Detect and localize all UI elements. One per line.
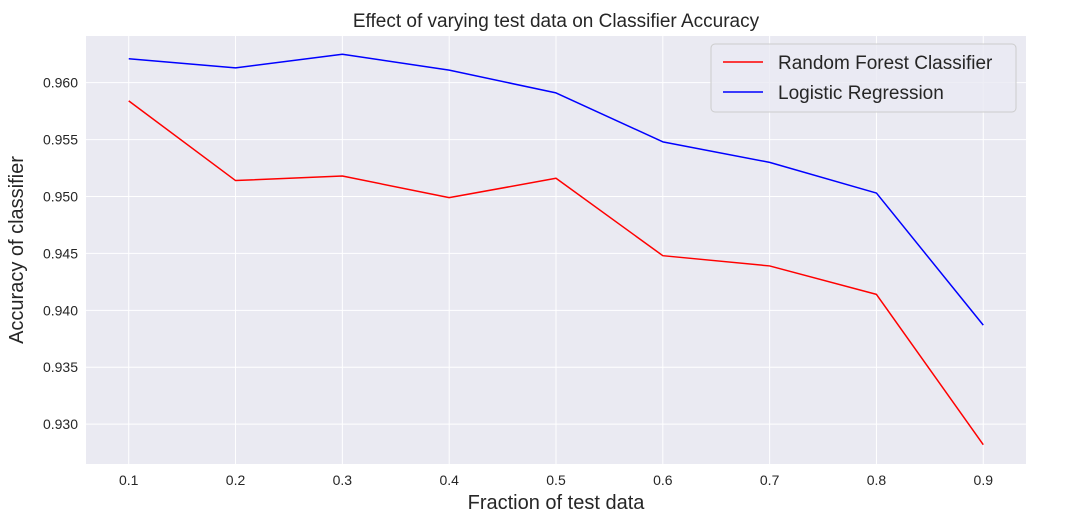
y-tick-label: 0.930 — [43, 416, 78, 432]
y-tick-label: 0.935 — [43, 359, 78, 375]
y-axis-label: Accuracy of classifier — [6, 156, 28, 344]
chart-title: Effect of varying test data on Classifie… — [353, 11, 760, 32]
legend-box — [710, 43, 1017, 113]
y-tick-label: 0.950 — [43, 189, 78, 205]
x-tick-label: 0.5 — [546, 472, 566, 488]
legend-label: Random Forest Classifier — [778, 53, 993, 74]
y-tick-label: 0.945 — [43, 245, 78, 261]
x-tick-label: 0.2 — [226, 472, 246, 488]
x-tick-label: 0.3 — [333, 472, 353, 488]
x-tick-label: 0.7 — [760, 472, 780, 488]
x-tick-labels: 0.1 0.2 0.3 0.4 0.5 0.6 0.7 0.8 0.9 — [119, 472, 993, 488]
x-axis-label: Fraction of test data — [468, 492, 646, 514]
series-lines — [128, 53, 984, 446]
x-tick-label: 0.4 — [439, 472, 459, 488]
series-line-logistic-regression — [128, 53, 984, 326]
y-tick-label: 0.955 — [43, 132, 78, 148]
y-tick-label: 0.960 — [43, 75, 78, 91]
series-line-random-forest — [128, 100, 984, 446]
x-tick-label: 0.6 — [653, 472, 673, 488]
y-tick-labels: 0.930 0.935 0.940 0.945 0.950 0.955 0.960 — [43, 75, 78, 432]
legend-label: Logistic Regression — [778, 83, 944, 104]
legend: Random Forest Classifier Logistic Regress… — [710, 43, 1017, 113]
x-tick-label: 0.9 — [974, 472, 994, 488]
x-tick-label: 0.8 — [867, 472, 887, 488]
x-tick-label: 0.1 — [119, 472, 139, 488]
y-tick-label: 0.940 — [43, 302, 78, 318]
